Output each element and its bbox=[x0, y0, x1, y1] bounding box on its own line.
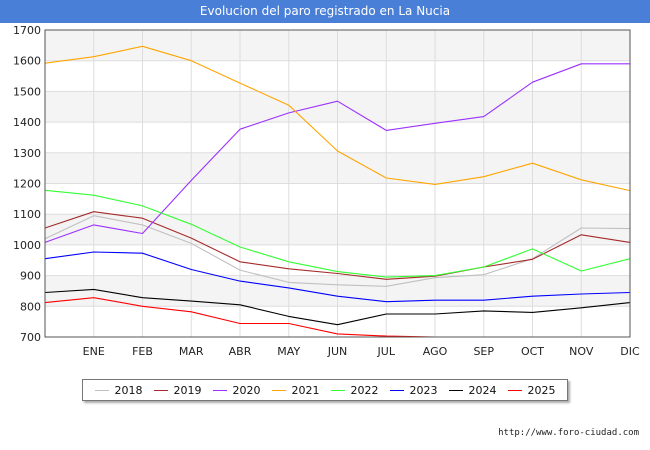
y-axis-ticks: 700 800 900 1000 1100 1200 1300 1400 1500 1600 170… bbox=[13, 24, 41, 344]
legend-item-2020: 2020 bbox=[212, 383, 261, 397]
legend-swatch-2023 bbox=[389, 389, 404, 391]
legend-label-2020: 2020 bbox=[232, 383, 261, 397]
x-tick-label: NOV bbox=[569, 345, 594, 358]
x-axis-ticks: ENE FEB MAR ABR MAY JUN JUL AGO SEP OCT NOV DIC bbox=[83, 345, 640, 358]
x-tick-label: OCT bbox=[521, 345, 544, 358]
series-line-2022 bbox=[44, 189, 631, 278]
series-line-2021 bbox=[44, 45, 631, 192]
legend-item-2019: 2019 bbox=[153, 383, 202, 397]
chart-legend: 2018 2019 2020 2021 2022 2023 2024 2025 bbox=[82, 379, 568, 401]
legend-label-2021: 2021 bbox=[291, 383, 320, 397]
legend-item-2021: 2021 bbox=[271, 383, 320, 397]
y-tick-label: 1300 bbox=[13, 147, 41, 160]
x-tick-label: ENE bbox=[83, 345, 105, 358]
legend-label-2018: 2018 bbox=[114, 383, 143, 397]
source-watermark: http://www.foro-ciudad.com bbox=[498, 428, 639, 438]
legend-item-2018: 2018 bbox=[94, 383, 143, 397]
legend-swatch-2018 bbox=[94, 389, 109, 391]
series-line-2019 bbox=[44, 211, 631, 280]
y-tick-label: 1100 bbox=[13, 208, 41, 221]
x-tick-label: AGO bbox=[423, 345, 448, 358]
legend-item-2022: 2022 bbox=[330, 383, 379, 397]
series-lines bbox=[44, 45, 631, 338]
series-line-2020 bbox=[44, 63, 630, 243]
legend-swatch-2022 bbox=[330, 389, 345, 391]
x-tick-label: JUL bbox=[377, 345, 396, 358]
series-line-2025 bbox=[44, 297, 436, 338]
legend-item-2024: 2024 bbox=[448, 383, 497, 397]
legend-swatch-2024 bbox=[448, 389, 463, 391]
legend-label-2023: 2023 bbox=[409, 383, 438, 397]
y-tick-label: 1700 bbox=[13, 24, 41, 37]
x-tick-label: FEB bbox=[132, 345, 153, 358]
legend-swatch-2019 bbox=[153, 389, 168, 391]
y-tick-label: 900 bbox=[20, 270, 41, 283]
legend-item-2025: 2025 bbox=[507, 383, 556, 397]
x-tick-label: SEP bbox=[473, 345, 494, 358]
legend-item-2023: 2023 bbox=[389, 383, 438, 397]
chart-title: Evolucion del paro registrado en La Nuci… bbox=[0, 0, 650, 23]
legend-swatch-2021 bbox=[271, 389, 286, 391]
x-tick-label: JUN bbox=[327, 345, 348, 358]
legend-swatch-2020 bbox=[212, 389, 227, 391]
x-tick-label: MAR bbox=[179, 345, 204, 358]
y-tick-label: 700 bbox=[20, 331, 41, 344]
legend-label-2019: 2019 bbox=[173, 383, 202, 397]
y-tick-label: 800 bbox=[20, 300, 41, 313]
legend-swatch-2025 bbox=[507, 389, 522, 391]
y-tick-label: 1000 bbox=[13, 239, 41, 252]
x-tick-label: ABR bbox=[229, 345, 252, 358]
legend-label-2024: 2024 bbox=[468, 383, 497, 397]
y-tick-label: 1600 bbox=[13, 55, 41, 68]
x-tick-label: DIC bbox=[620, 345, 640, 358]
legend-label-2022: 2022 bbox=[350, 383, 379, 397]
plot-frame bbox=[44, 29, 631, 338]
x-tick-label: MAY bbox=[277, 345, 300, 358]
y-tick-label: 1400 bbox=[13, 116, 41, 129]
legend-label-2025: 2025 bbox=[527, 383, 556, 397]
y-tick-label: 1200 bbox=[13, 178, 41, 191]
series-line-2024 bbox=[44, 288, 631, 326]
y-tick-label: 1500 bbox=[13, 85, 41, 98]
series-line-2023 bbox=[44, 251, 631, 303]
